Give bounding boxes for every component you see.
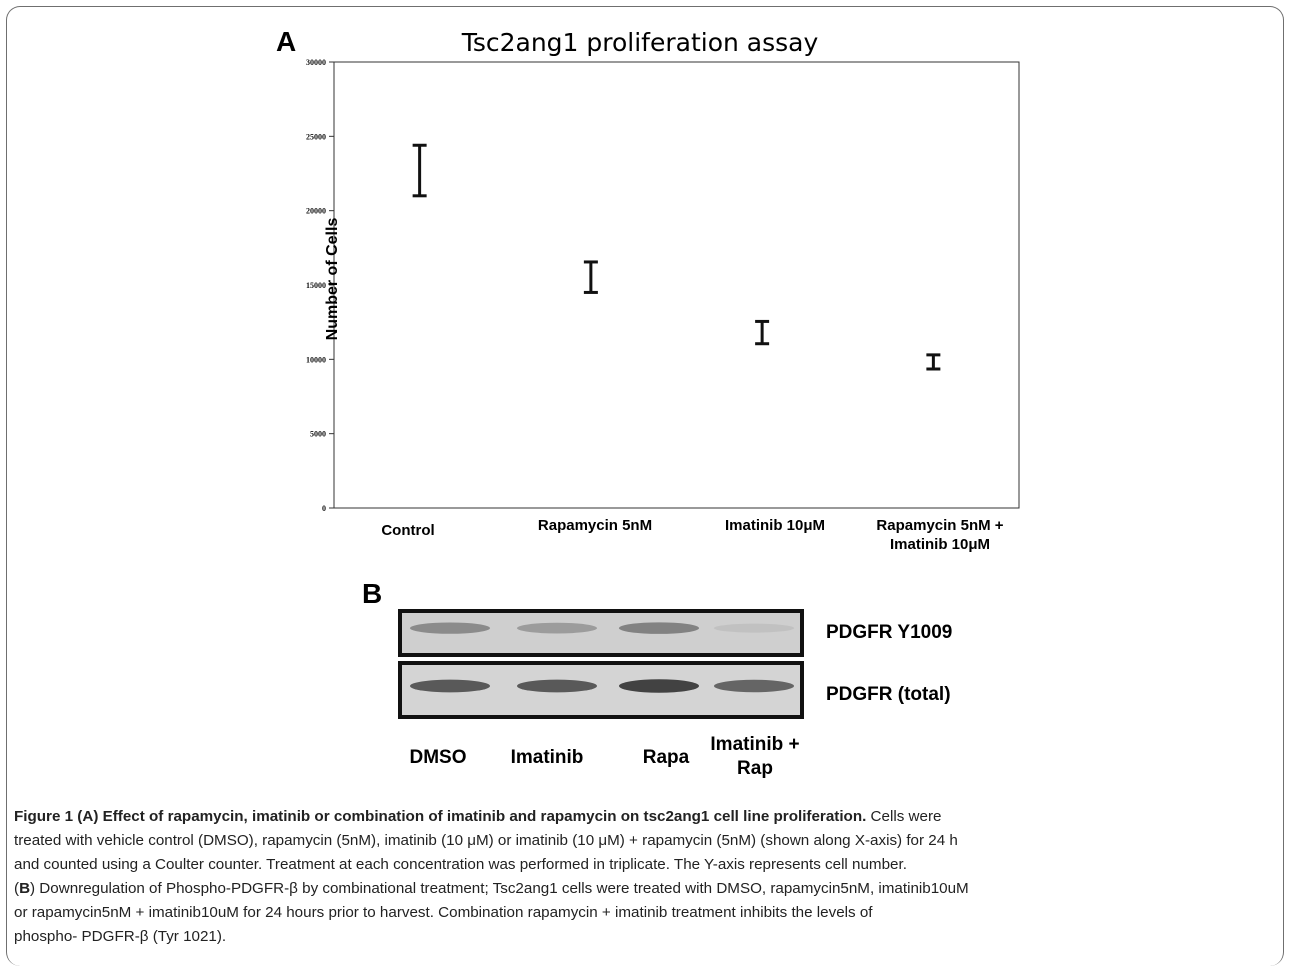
figure-caption: Figure 1 (A) Effect of rapamycin, imatin… xyxy=(14,805,1276,949)
lane-label: DMSO xyxy=(398,746,478,770)
panel-b-letter: B xyxy=(362,578,382,610)
y-tick-label: 10000 xyxy=(306,355,326,364)
blot-row-label: PDGFR Y1009 xyxy=(826,622,952,644)
x-category-label: Control xyxy=(338,521,478,540)
x-category-label: Rapamycin 5nM + Imatinib 10μM xyxy=(850,516,1030,554)
blot-band xyxy=(410,622,490,633)
blot-row-label: PDGFR (total) xyxy=(826,684,951,706)
plot-area-frame xyxy=(334,62,1019,508)
x-category-label: Rapamycin 5nM xyxy=(495,516,695,535)
caption-text: phospho- PDGFR-β (Tyr 1021). xyxy=(14,925,1276,949)
error-bar xyxy=(755,321,769,343)
lane-label: Imatinib + Rap xyxy=(700,733,810,781)
blot-band xyxy=(410,680,490,693)
blot-band xyxy=(517,623,597,634)
caption-text: Cells were xyxy=(866,808,941,825)
y-tick-label: 25000 xyxy=(306,132,326,141)
lane-label: Rapa xyxy=(626,746,706,770)
x-category-label: Imatinib 10μM xyxy=(675,516,875,535)
y-tick-label: 20000 xyxy=(306,207,326,216)
blot-band xyxy=(619,679,699,692)
caption-text: or rapamycin5nM + imatinib10uM for 24 ho… xyxy=(14,901,1276,925)
western-blot-row-phospho xyxy=(398,609,804,657)
blot-bands-total xyxy=(402,665,800,715)
caption-text: ) Downregulation of Phospho-PDGFR-β by c… xyxy=(30,880,969,897)
blot-bands-phospho xyxy=(402,613,800,653)
caption-text: treated with vehicle control (DMSO), rap… xyxy=(14,829,1276,853)
western-blot-row-total xyxy=(398,661,804,719)
blot-band xyxy=(619,622,699,634)
lane-label: Imatinib xyxy=(497,746,597,770)
y-tick-label: 30000 xyxy=(306,58,326,67)
blot-band xyxy=(714,624,794,633)
y-tick-label: 0 xyxy=(322,504,326,513)
error-bar xyxy=(413,145,427,196)
y-tick-label: 5000 xyxy=(310,430,326,439)
error-bar xyxy=(926,355,940,369)
blot-band xyxy=(714,680,794,693)
blot-band xyxy=(517,680,597,693)
proliferation-chart: 0 5000 10000 15000 20000 25000 30000 xyxy=(0,0,1290,600)
y-tick-label: 15000 xyxy=(306,281,326,290)
caption-panel-ref: B xyxy=(19,880,30,897)
caption-text: and counted using a Coulter counter. Tre… xyxy=(14,853,1276,877)
y-axis-label: Number of Cells xyxy=(324,179,342,379)
caption-heading: Figure 1 (A) Effect of rapamycin, imatin… xyxy=(14,808,866,825)
error-bar xyxy=(584,262,598,292)
